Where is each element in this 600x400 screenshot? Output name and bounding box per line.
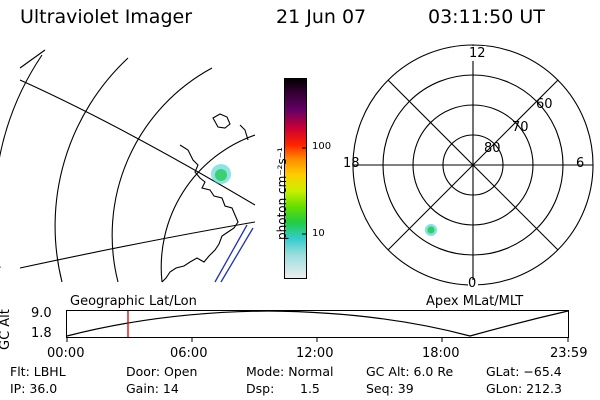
- latitude-arc-outer: [0, 54, 43, 268]
- polar-diagonal-2: [387, 79, 559, 251]
- emission-spot-geo-core: [215, 169, 227, 181]
- date-label: 21 Jun 07: [276, 6, 367, 28]
- time-tick-0600: 06:00: [170, 346, 208, 361]
- info-flt: Flt: LBHL: [10, 364, 66, 379]
- time-tick-0000: 00:00: [47, 346, 85, 361]
- info-mode: Mode: Normal: [246, 364, 334, 379]
- mlt-label-6: 6: [576, 156, 585, 171]
- time-tick-1800: 18:00: [422, 346, 460, 361]
- latitude-arc-pole: [160, 134, 256, 283]
- emission-spot-polar-core: [427, 226, 435, 234]
- colorbar-unit-label: photon cm⁻²s⁻¹: [275, 147, 289, 240]
- colorbar-tick-10: 10: [312, 228, 325, 239]
- lat-label-70: 70: [512, 120, 529, 135]
- orbit-ytick-9: 9.0: [31, 306, 52, 321]
- geographic-map-panel: [0, 49, 256, 283]
- lat-label-60: 60: [536, 97, 553, 112]
- time-label: 03:11:50 UT: [428, 6, 545, 28]
- polar-plot: [352, 44, 594, 286]
- colorbar-tick-100: 100: [312, 141, 332, 152]
- info-gain: Gain: 14: [126, 381, 179, 396]
- mlt-label-0: 0: [468, 276, 477, 291]
- info-gc-alt: GC Alt: 6.0 Re: [366, 364, 454, 379]
- info-door: Door: Open: [126, 364, 198, 379]
- color-bar: [284, 78, 307, 279]
- info-dsp-value: 1.5: [300, 381, 320, 396]
- orbit-ytick-1.8: 1.8: [31, 326, 52, 341]
- info-glon: GLon: 212.3: [486, 381, 562, 396]
- time-tick-1200: 12:00: [296, 346, 334, 361]
- mlt-label-18: 18: [343, 156, 360, 171]
- coastline-island: [212, 113, 231, 129]
- geographic-caption: Geographic Lat/Lon: [70, 294, 197, 309]
- meridian-line-3: [19, 221, 256, 269]
- meridian-line-2: [19, 79, 256, 206]
- ground-track: [214, 224, 254, 283]
- instrument-title: Ultraviolet Imager: [20, 6, 193, 28]
- coastline-fragment: [239, 124, 249, 141]
- coastline: [161, 144, 239, 283]
- mlt-label-12: 12: [469, 46, 486, 61]
- info-seq: Seq: 39: [366, 381, 414, 396]
- altitude-curve: [66, 310, 569, 337]
- latitude-arc-mid: [54, 57, 129, 283]
- apex-caption: Apex MLat/MLT: [426, 294, 524, 309]
- meridian-line-1: [19, 49, 46, 69]
- orbit-axis-title: GC Alt: [0, 309, 13, 350]
- lat-label-80: 80: [484, 141, 501, 156]
- info-dsp-label: Dsp:: [246, 381, 275, 396]
- orbit-altitude-plot: [66, 310, 569, 342]
- info-glat: GLat: −65.4: [486, 364, 562, 379]
- time-tick-2359: 23:59: [550, 346, 588, 361]
- info-ip: IP: 36.0: [10, 381, 58, 396]
